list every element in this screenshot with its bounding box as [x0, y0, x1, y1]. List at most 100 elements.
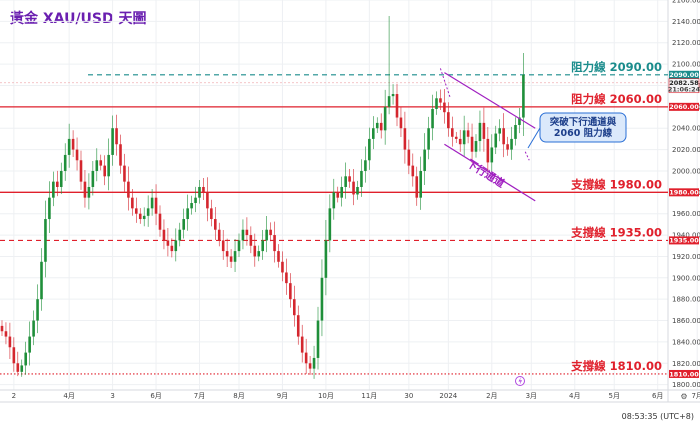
- candle: [127, 166, 130, 211]
- candle: [360, 159, 363, 197]
- candle: [40, 248, 43, 311]
- y-tick-label: 1960.00: [672, 210, 700, 218]
- candle: [356, 180, 359, 200]
- candle: [202, 177, 205, 201]
- candle: [16, 351, 20, 377]
- candle: [170, 238, 174, 258]
- candle: [24, 341, 27, 375]
- y-tick-label: 2020.00: [672, 146, 700, 154]
- candle: [150, 189, 154, 216]
- candle: [403, 111, 407, 164]
- x-tick-label: 2: [12, 392, 16, 400]
- candle: [225, 238, 229, 268]
- candle: [419, 156, 422, 210]
- level-price-tag-bg: [669, 369, 699, 378]
- y-tick-label: 1820.00: [672, 360, 700, 368]
- candle: [261, 230, 264, 260]
- candle: [217, 222, 221, 247]
- candle: [458, 129, 462, 152]
- candle: [510, 126, 513, 160]
- y-tick-label: 1940.00: [672, 232, 700, 240]
- candle: [233, 239, 237, 273]
- channel-connector: [524, 151, 530, 161]
- candle: [198, 180, 201, 204]
- level-label: 阻力線 2090.00: [571, 60, 662, 74]
- candle: [99, 154, 103, 171]
- candle: [281, 251, 284, 282]
- candle: [269, 222, 272, 242]
- candle: [427, 116, 430, 160]
- level-label: 支撐線 1980.00: [570, 177, 662, 191]
- grid: [0, 0, 698, 390]
- x-tick-label: 11月: [361, 392, 377, 400]
- candle: [506, 136, 509, 156]
- candle: [336, 186, 340, 203]
- candle: [514, 117, 517, 146]
- candle: [383, 89, 387, 145]
- candle: [158, 205, 162, 237]
- x-tick-label: 3: [110, 392, 114, 400]
- level-labels: 阻力線 2090.00 2090.00 阻力線 2060.00 2060.00 支撐線 …: [570, 60, 700, 378]
- candle: [375, 117, 379, 133]
- candle: [115, 114, 118, 156]
- candle: [87, 173, 91, 210]
- candle: [59, 162, 63, 195]
- current-price-tag-bg: [668, 78, 700, 94]
- level-price-tag-bg: [669, 236, 699, 245]
- candle: [229, 249, 233, 269]
- candle: [439, 89, 442, 111]
- level-label: 阻力線 2060.00: [571, 92, 662, 106]
- y-tick-label: 2160.00: [672, 0, 700, 5]
- candle: [391, 84, 395, 105]
- y-tick-label: 2040.00: [672, 125, 700, 133]
- candle: [257, 245, 261, 262]
- candle: [28, 321, 31, 366]
- annotation-text: 突破下行通道與: [550, 116, 617, 128]
- candle: [462, 115, 466, 157]
- level-price-tag: 1810.00: [669, 370, 699, 378]
- candle: [364, 146, 367, 183]
- candle: [241, 219, 245, 250]
- y-tick-label: 1920.00: [672, 253, 700, 261]
- candle: [320, 259, 324, 337]
- y-tick-label: 1840.00: [672, 338, 700, 346]
- candle: [478, 110, 482, 152]
- x-tick-label: 3月: [526, 392, 537, 400]
- candle: [8, 322, 12, 359]
- candle: [332, 178, 336, 220]
- candle: [415, 166, 419, 206]
- candle: [293, 285, 296, 327]
- candle: [273, 221, 276, 263]
- candle: [174, 228, 178, 262]
- candle: [71, 130, 75, 157]
- candle: [304, 338, 308, 374]
- y-tick-label: 1860.00: [672, 317, 700, 325]
- candle: [285, 258, 288, 295]
- candle: [518, 107, 521, 134]
- candle: [490, 134, 494, 174]
- candle: [348, 168, 351, 188]
- candle: [119, 134, 122, 174]
- candle: [344, 162, 347, 199]
- candle: [186, 194, 189, 231]
- x-tick-label: 10月: [318, 392, 334, 400]
- channel-label: 下行通道: [464, 157, 507, 191]
- candle: [75, 137, 79, 171]
- candle: [368, 127, 371, 170]
- candle: [0, 320, 4, 337]
- candle: [466, 122, 470, 144]
- candle: [214, 206, 217, 240]
- candle: [265, 215, 268, 253]
- candle: [423, 133, 426, 185]
- x-tick-label: 7月: [691, 392, 700, 400]
- candle: [431, 94, 434, 141]
- x-tick-label: 2024: [439, 392, 457, 400]
- candle: [206, 177, 209, 222]
- y-tick-label: 2000.00: [672, 167, 700, 175]
- candle: [387, 16, 391, 115]
- candle: [36, 284, 39, 334]
- candle: [123, 153, 126, 192]
- candle: [44, 200, 47, 278]
